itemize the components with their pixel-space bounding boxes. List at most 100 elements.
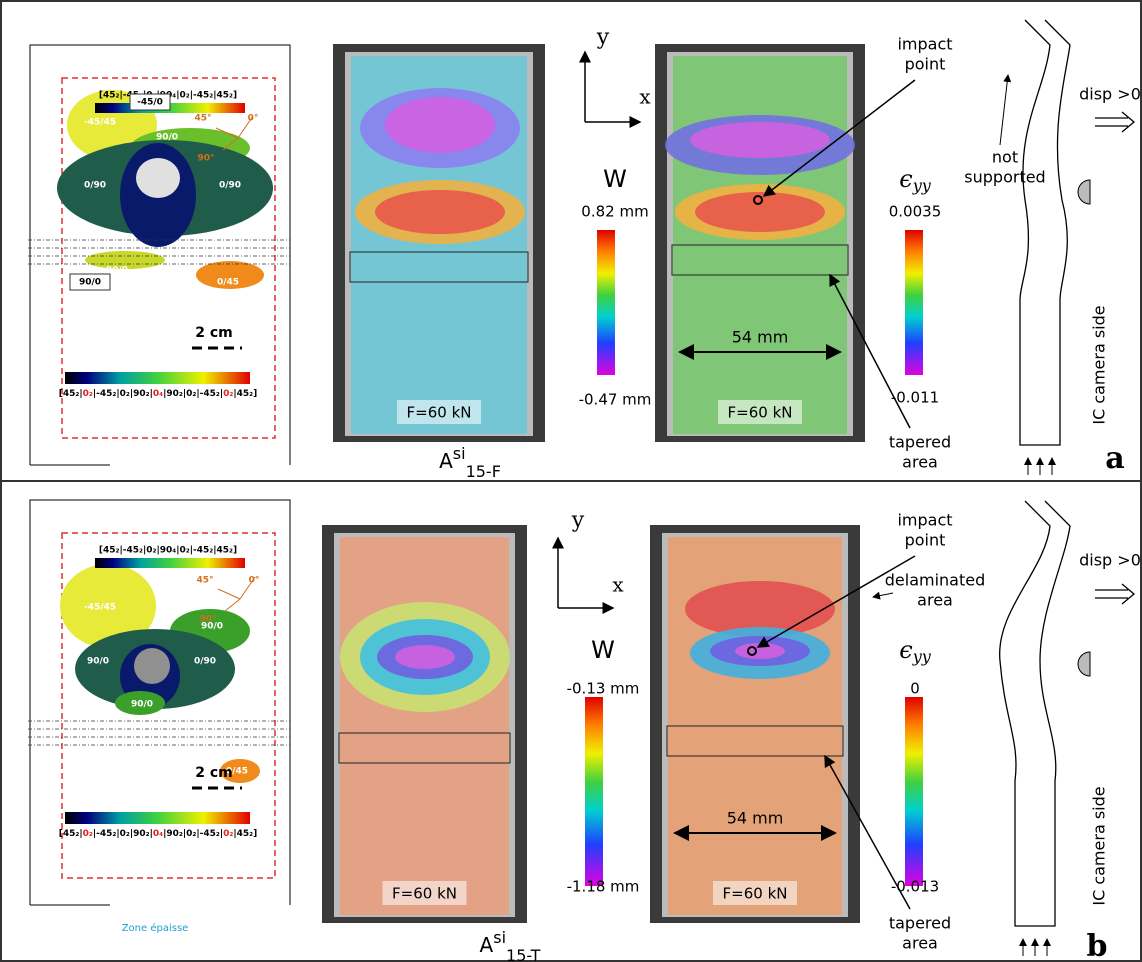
region-label: 0/45 bbox=[226, 767, 248, 777]
region-label: 90/0 bbox=[106, 266, 128, 276]
angle-label: 45° bbox=[196, 576, 213, 586]
caption-part: 15-T bbox=[506, 946, 541, 962]
layup-bottom: [45₂|0₂|-45₂|0₂|90₂|0₄|90₂|0₂|-45₂|0₂|45… bbox=[59, 829, 257, 839]
label: 0 bbox=[910, 680, 920, 698]
orientation-axes bbox=[217, 576, 256, 612]
field-contour bbox=[395, 645, 455, 669]
layup-colorbar bbox=[65, 372, 250, 384]
map-frame bbox=[29, 499, 291, 906]
layup-segment: |45₂] bbox=[233, 829, 257, 839]
layup-segment: 0₂ bbox=[223, 389, 233, 399]
angle-label: 90° bbox=[199, 615, 216, 625]
specimen-caption: Asi15-T bbox=[480, 928, 541, 962]
caption-part: 15-F bbox=[466, 462, 501, 481]
label: 54 mm bbox=[727, 809, 784, 828]
pointer bbox=[999, 74, 1012, 146]
label: delaminated bbox=[885, 571, 986, 590]
label: F=60 kN bbox=[407, 404, 472, 422]
impact-point bbox=[753, 195, 763, 205]
region-box bbox=[129, 93, 171, 111]
label: y bbox=[596, 25, 610, 50]
label: -0.13 mm bbox=[567, 680, 640, 698]
support-roller bbox=[1077, 179, 1091, 205]
eps-part: yy bbox=[912, 176, 932, 195]
layup-colorbar bbox=[65, 812, 250, 824]
region-label: 90/0 bbox=[201, 622, 223, 632]
layup-segment: [45₂| bbox=[59, 829, 83, 839]
label: F=60 kN bbox=[728, 404, 793, 422]
label: not bbox=[992, 148, 1018, 167]
caption-part: A bbox=[480, 933, 494, 957]
pointer bbox=[824, 754, 911, 910]
label: tapered bbox=[889, 914, 951, 933]
label: supported bbox=[964, 168, 1045, 187]
damage-region bbox=[134, 648, 170, 684]
damage-region bbox=[115, 691, 165, 715]
caption-part: A bbox=[439, 449, 453, 473]
caption-part: si bbox=[493, 928, 506, 947]
label: tapered bbox=[889, 433, 951, 452]
layup-segment: |90₂|0₂|-45₂| bbox=[163, 389, 223, 399]
beam bbox=[1019, 19, 1071, 446]
caption-part: si bbox=[453, 444, 466, 463]
label: point bbox=[905, 55, 946, 74]
label: disp >0 bbox=[1079, 551, 1141, 570]
colorbar bbox=[597, 230, 615, 375]
colorbar bbox=[585, 697, 603, 886]
layup-segment: [45₂| bbox=[59, 389, 83, 399]
region-label: 0/90 bbox=[194, 657, 216, 667]
panel: [45₂|-45₂|0₂|90₄|0₂|-45₂|45₂]-45/45-45/0… bbox=[28, 19, 1141, 481]
region-label: 0/90 bbox=[219, 181, 241, 191]
region-label: -45/0 bbox=[137, 98, 163, 108]
region-label: 0/45 bbox=[217, 278, 239, 288]
pointer bbox=[756, 555, 916, 648]
label: Zone épaisse bbox=[122, 922, 189, 934]
region-label: 90/0 bbox=[131, 700, 153, 710]
layup-segment: 0₂ bbox=[223, 829, 233, 839]
field-contour bbox=[690, 122, 830, 158]
damage-region bbox=[85, 251, 165, 269]
label: 2 cm bbox=[195, 325, 233, 341]
label: x bbox=[612, 573, 624, 597]
label: point bbox=[905, 531, 946, 550]
support-roller bbox=[1077, 651, 1091, 677]
disp-arrow bbox=[1095, 583, 1136, 605]
map-border bbox=[61, 532, 276, 879]
label: -0.47 mm bbox=[579, 391, 652, 409]
layup-segment: 0₂ bbox=[83, 389, 93, 399]
label: b bbox=[1087, 929, 1108, 962]
load-bg bbox=[382, 881, 467, 905]
eps-part: ϵ bbox=[899, 165, 912, 193]
label: a bbox=[1105, 441, 1124, 476]
pointer bbox=[829, 273, 911, 429]
field-contour bbox=[385, 97, 495, 153]
region-label: 90/0 bbox=[156, 133, 178, 143]
field-contour bbox=[685, 581, 835, 637]
label: impact bbox=[897, 511, 952, 530]
region-label: -45/45 bbox=[84, 603, 116, 613]
region-label: 90/0 bbox=[87, 657, 109, 667]
colorbar bbox=[905, 697, 923, 886]
layup-segment: |-45₂|0₂|90₂| bbox=[93, 829, 153, 839]
load-bg bbox=[713, 881, 797, 905]
region-label: 0/90 bbox=[84, 181, 106, 191]
region-label: 90/0 bbox=[79, 278, 101, 288]
label: F=60 kN bbox=[392, 885, 457, 903]
layup-segment: |-45₂|0₂|90₂| bbox=[93, 389, 153, 399]
field-contour bbox=[735, 643, 785, 659]
angle-label: 90° bbox=[197, 154, 214, 164]
angle-label: 0° bbox=[249, 576, 260, 586]
specimen-caption: Asi15-F bbox=[439, 444, 501, 481]
label: impact bbox=[897, 35, 952, 54]
orientation-axes bbox=[215, 115, 254, 151]
label: IC camera side bbox=[1090, 305, 1109, 424]
disp-arrow bbox=[1095, 111, 1136, 133]
field-contour bbox=[695, 192, 825, 232]
label: y bbox=[571, 508, 585, 533]
label: disp >0 bbox=[1079, 85, 1141, 104]
layup-segment: |45₂] bbox=[233, 389, 257, 399]
layup-bottom: [45₂|0₂|-45₂|0₂|90₂|0₄|90₂|0₂|-45₂|0₂|45… bbox=[59, 389, 257, 399]
pointer bbox=[872, 591, 894, 600]
tapered-zone bbox=[349, 251, 529, 283]
